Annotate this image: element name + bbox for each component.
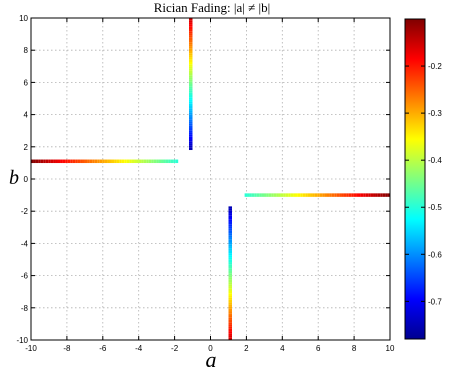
chart-title: Rician Fading: |a| ≠ |b|	[154, 0, 270, 15]
x-tick-label: 4	[280, 344, 285, 353]
colorbar-ticks: -0.7 -0.6 -0.5 -0.4 -0.3 -0.2	[405, 62, 442, 306]
x-tick-label: 6	[316, 344, 321, 353]
plot-area: -10 -8 -6 -4 -2 0 2 4 6 8 10 -10 -8 -6 -4 -2 0 2 4 6 8 10	[16, 14, 395, 353]
x-ticks: -10 -8 -6 -4 -2 0 2 4 6 8 10	[25, 18, 395, 353]
colorbar-tick-label: -0.5	[428, 203, 442, 212]
colorbar-tick-label: -0.4	[428, 156, 442, 165]
grid-lines	[31, 18, 390, 340]
y-tick-label: 0	[24, 175, 29, 184]
y-axis-label: b	[9, 167, 19, 189]
x-tick-label: -6	[99, 344, 107, 353]
colorbar: -0.7 -0.6 -0.5 -0.4 -0.3 -0.2	[404, 18, 442, 340]
colorbar-tick-label: -0.7	[428, 297, 442, 306]
colorbar-bar	[404, 18, 426, 340]
y-ticks: -10 -8 -6 -4 -2 0 2 4 6 8 10	[16, 14, 390, 345]
y-tick-label: 4	[24, 111, 29, 120]
y-tick-label: 2	[24, 143, 29, 152]
x-tick-label: -2	[171, 344, 179, 353]
y-tick-label: -10	[16, 336, 28, 345]
x-tick-label: -4	[135, 344, 143, 353]
colorbar-tick-label: -0.2	[428, 62, 442, 71]
colorbar-tick-label: -0.3	[428, 109, 442, 118]
data-series	[31, 18, 390, 340]
x-axis-label: a	[206, 347, 217, 372]
x-tick-label: 2	[244, 344, 249, 353]
x-tick-label: 0	[208, 344, 213, 353]
x-tick-label: -10	[25, 344, 37, 353]
y-tick-label: 8	[24, 46, 29, 55]
colorbar-tick-label: -0.6	[428, 250, 442, 259]
x-tick-label: 10	[386, 344, 395, 353]
y-tick-label: -6	[21, 272, 29, 281]
y-tick-label: -8	[21, 304, 29, 313]
y-tick-label: -4	[21, 239, 29, 248]
x-tick-label: 8	[352, 344, 357, 353]
x-tick-label: -8	[63, 344, 71, 353]
y-tick-label: -2	[21, 207, 29, 216]
y-tick-label: 10	[19, 14, 28, 23]
y-tick-label: 6	[24, 78, 29, 87]
